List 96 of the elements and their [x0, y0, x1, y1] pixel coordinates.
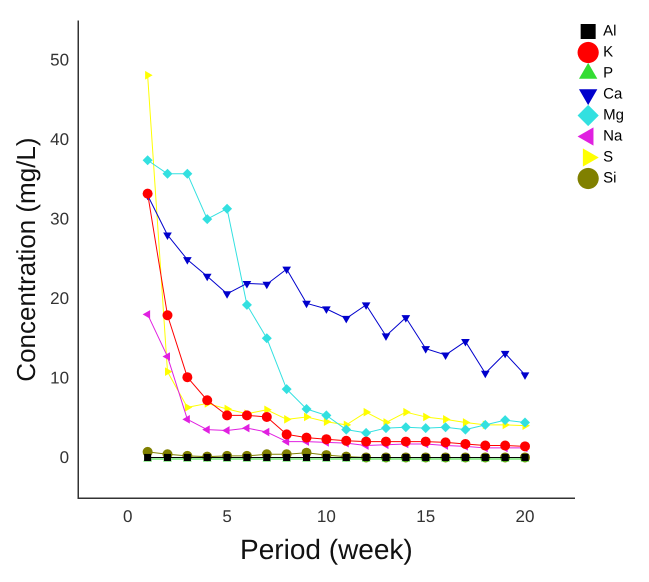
point — [182, 168, 192, 179]
point — [202, 214, 212, 224]
y-tick-label: 30 — [50, 210, 70, 229]
point — [242, 280, 252, 288]
point — [480, 370, 490, 378]
y-tick-label: 20 — [50, 289, 70, 308]
point — [162, 168, 172, 179]
point — [440, 422, 451, 432]
point — [282, 266, 291, 274]
point — [183, 257, 192, 265]
legend-label: P — [603, 64, 614, 82]
point — [403, 408, 411, 417]
point — [480, 440, 490, 451]
legend-label: Si — [603, 170, 617, 187]
point — [262, 412, 272, 422]
point — [184, 403, 192, 412]
point — [284, 415, 292, 424]
point — [182, 372, 192, 382]
point — [462, 418, 470, 427]
point — [341, 424, 352, 435]
point — [222, 204, 232, 214]
point — [282, 429, 292, 440]
legend-label: S — [603, 148, 614, 166]
point — [421, 346, 430, 354]
point — [162, 352, 170, 361]
y-tick-label: 10 — [50, 368, 70, 388]
x-tick-label: 20 — [516, 506, 534, 526]
legend-label: Mg — [603, 106, 624, 124]
point — [222, 426, 230, 435]
point — [400, 436, 411, 447]
point — [400, 422, 411, 432]
y-tick-label: 50 — [50, 50, 70, 70]
point — [362, 302, 370, 310]
point — [520, 441, 530, 452]
point — [364, 408, 372, 417]
point — [420, 436, 431, 447]
point — [342, 316, 351, 324]
point — [361, 436, 372, 447]
point — [321, 434, 332, 444]
point — [441, 352, 450, 360]
point — [322, 306, 331, 314]
point — [461, 338, 470, 346]
point — [282, 384, 292, 394]
point — [222, 291, 232, 299]
x-tick-label: 5 — [222, 506, 232, 526]
point — [380, 423, 391, 434]
point — [321, 410, 332, 420]
point — [380, 436, 391, 447]
point — [423, 412, 431, 422]
x-tick-label: 10 — [316, 506, 336, 526]
point — [262, 333, 272, 344]
point — [420, 423, 431, 434]
y-axis-title: Concentration (mg/L) — [10, 137, 41, 382]
point — [480, 420, 490, 430]
x-tick-label: 15 — [416, 506, 436, 526]
point — [163, 232, 172, 240]
point — [242, 300, 252, 310]
point — [142, 188, 153, 199]
legend-label: K — [603, 44, 614, 61]
point — [460, 424, 470, 435]
legend-label: Na — [603, 128, 623, 145]
point — [520, 372, 530, 380]
point — [302, 300, 311, 308]
point — [302, 404, 312, 414]
point — [460, 438, 470, 449]
point — [242, 424, 250, 432]
point — [402, 315, 410, 323]
point — [500, 440, 510, 451]
point — [262, 282, 272, 290]
point — [304, 412, 312, 422]
point — [162, 310, 172, 320]
point — [500, 350, 510, 358]
point — [302, 432, 312, 443]
legend-label: Al — [603, 22, 617, 40]
point — [222, 410, 232, 420]
point — [202, 274, 212, 282]
point — [164, 367, 172, 376]
point — [382, 333, 390, 341]
point — [202, 395, 212, 406]
point — [142, 310, 150, 319]
y-tick-label: 0 — [60, 448, 70, 467]
point — [202, 425, 210, 434]
point — [361, 428, 372, 438]
x-axis-title: Period (week) — [240, 534, 413, 565]
point — [182, 415, 190, 424]
point — [145, 70, 153, 80]
y-tick-label: 40 — [50, 130, 70, 150]
point — [500, 415, 510, 426]
point — [440, 437, 451, 448]
legend-label: Ca — [603, 86, 623, 103]
point — [142, 155, 153, 166]
point — [520, 418, 530, 428]
point — [242, 410, 252, 420]
point — [262, 428, 270, 436]
x-tick-label: 0 — [123, 506, 132, 526]
point — [443, 415, 451, 424]
